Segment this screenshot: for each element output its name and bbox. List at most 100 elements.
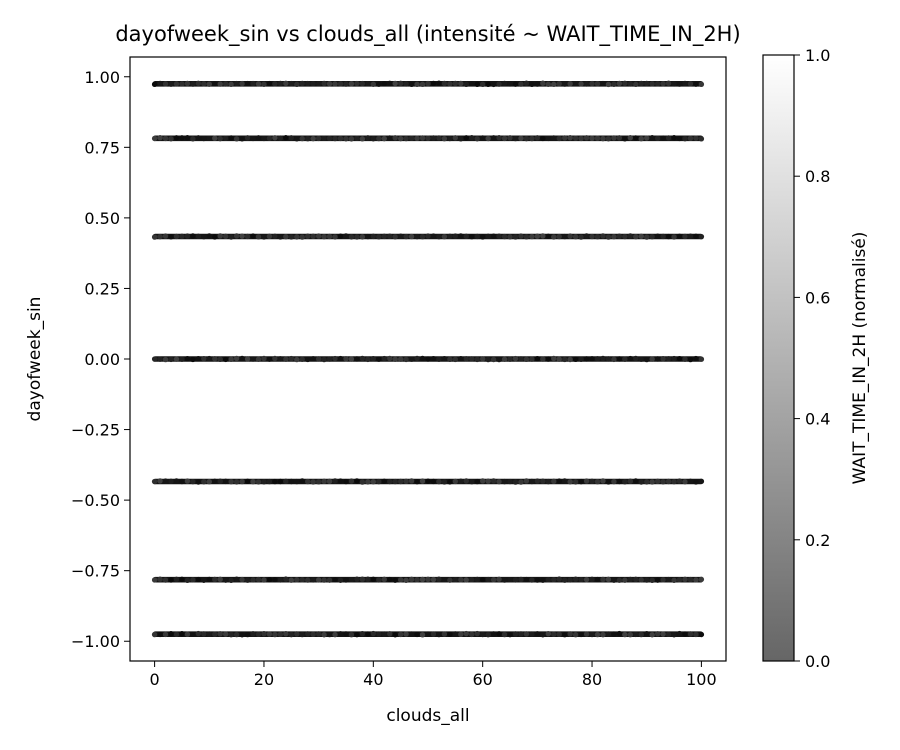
scatter-point (627, 135, 634, 141)
scatter-point (326, 577, 333, 583)
scatter-point (173, 81, 180, 87)
scatter-point (392, 356, 398, 362)
scatter-point (414, 233, 420, 240)
scatter-point (179, 81, 185, 87)
scatter-point (534, 135, 541, 141)
scatter-point (665, 576, 672, 583)
scatter-point (206, 135, 212, 141)
y-tick-label: −0.25 (71, 421, 120, 440)
scatter-point (561, 81, 568, 87)
scatter-point (436, 233, 442, 240)
scatter-point (660, 80, 666, 87)
scatter-point (397, 80, 404, 87)
scatter-point (589, 478, 595, 485)
scatter-point (168, 356, 174, 363)
scatter-point (479, 478, 486, 484)
y-tick-label: 0.75 (84, 138, 120, 157)
scatter-point (337, 81, 344, 87)
scatter-point (534, 356, 541, 362)
scatter-point (190, 356, 196, 363)
scatter-point (255, 135, 262, 141)
scatter-point (479, 356, 486, 362)
colorbar-gradient (763, 55, 794, 661)
scatter-point (179, 576, 185, 583)
scatter-point (321, 577, 327, 583)
scatter-row (151, 630, 705, 638)
scatter-point (676, 630, 683, 637)
scatter-point (463, 135, 469, 141)
colorbar-tick-label: 0.2 (805, 531, 830, 550)
scatter-point (272, 233, 278, 239)
scatter-point (255, 234, 262, 240)
scatter-point (212, 631, 218, 637)
scatter-point (332, 234, 338, 240)
scatter-point (540, 135, 546, 142)
scatter-point (201, 355, 207, 362)
scatter-point (501, 631, 508, 638)
scatter-point (283, 356, 289, 362)
scatter-point (627, 355, 634, 362)
scatter-point (479, 577, 486, 583)
scatter-point (474, 136, 480, 142)
scatter-point (578, 135, 584, 142)
scatter-point (261, 479, 267, 485)
scatter-point (266, 233, 273, 239)
scatter-point (370, 355, 377, 362)
scatter-point (294, 234, 300, 240)
scatter-point (179, 631, 185, 637)
scatter-point (310, 81, 316, 87)
scatter-point (430, 135, 437, 141)
scatter-point (408, 576, 415, 583)
scatter-point (583, 478, 590, 484)
scatter-point (288, 355, 295, 362)
scatter-point (430, 478, 437, 485)
scatter-point (299, 234, 305, 240)
scatter-point (534, 577, 541, 583)
scatter-point (392, 632, 398, 638)
scatter-point (206, 479, 212, 485)
scatter-point (315, 479, 322, 485)
scatter-point (682, 576, 688, 583)
scatter-point (594, 356, 601, 362)
scatter-point (583, 356, 590, 362)
colorbar-tick-label: 0.8 (805, 167, 830, 186)
scatter-point (616, 356, 623, 362)
scatter-point (222, 478, 229, 485)
scatter-point (485, 81, 491, 87)
scatter-point (359, 576, 366, 582)
scatter-point (589, 576, 595, 583)
scatter-point (556, 631, 562, 638)
scatter-point (572, 576, 579, 582)
scatter-point (337, 478, 344, 484)
scatter-point (359, 479, 366, 485)
scatter-point (228, 81, 234, 88)
scatter-point (184, 134, 191, 141)
scatter-point (600, 355, 606, 362)
scatter-point (485, 135, 491, 142)
scatter-point (365, 356, 371, 363)
scatter-point (507, 234, 513, 240)
scatter-point (310, 135, 316, 142)
scatter-point (676, 233, 683, 239)
x-tick-label: 40 (363, 670, 383, 689)
scatter-point (441, 80, 448, 87)
scatter-point (397, 233, 404, 239)
scatter-point (381, 81, 387, 87)
scatter-point (572, 479, 579, 485)
scatter-point (250, 135, 256, 142)
scatter-point (283, 478, 289, 485)
scatter-point (458, 631, 464, 637)
scatter-point (343, 356, 349, 362)
colorbar-tick-label: 0.6 (805, 288, 830, 307)
scatter-point (496, 478, 502, 485)
scatter-point (605, 234, 612, 240)
scatter-point (583, 631, 590, 637)
colorbar-tick-label: 1.0 (805, 46, 830, 65)
scatter-point (693, 81, 699, 87)
scatter-point (698, 356, 705, 362)
scatter-point (184, 577, 191, 583)
scatter-point (496, 81, 502, 87)
scatter-point (195, 135, 202, 141)
scatter-point (359, 80, 366, 87)
scatter-point (239, 576, 245, 583)
